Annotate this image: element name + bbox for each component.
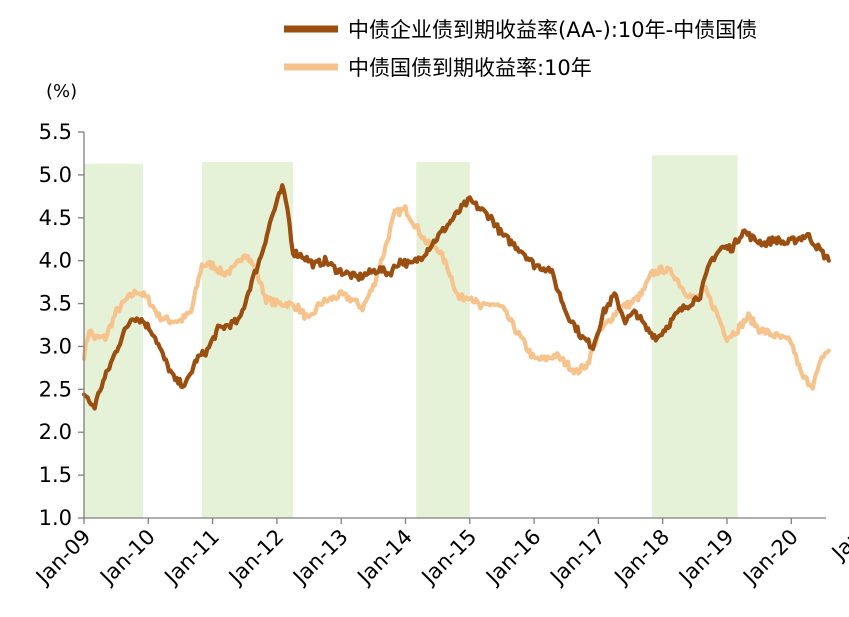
y-tick-label: 4.0 — [39, 249, 72, 273]
x-tick-label: Jan-18 — [609, 525, 675, 591]
x-tick-label: Jan-16 — [480, 525, 546, 591]
shaded-periods — [84, 155, 738, 518]
x-tick-label: Jan-19 — [673, 525, 739, 591]
y-tick-label: 2.5 — [39, 377, 72, 401]
x-tick-label: Jan-15 — [416, 525, 482, 591]
y-tick-label: 1.5 — [39, 463, 72, 487]
y-tick-label: 3.0 — [39, 334, 72, 358]
x-tick-label: Jan-12 — [223, 525, 289, 591]
x-axis: Jan-09 Jan-10 Jan-11 Jan-12 Jan-13 Jan-14 Jan-… — [30, 518, 849, 590]
shaded-period-2 — [201, 162, 293, 518]
x-tick-label: Jan-20 — [737, 525, 803, 591]
y-axis: 1.0 1.5 2.0 2.5 3.0 3.5 4.0 4.5 5.0 5.5 — [39, 120, 84, 530]
x-tick-label: Jan-09 — [30, 525, 96, 591]
legend-label-treasury-yield: 中债国债到期收益率:10年 — [348, 56, 592, 80]
y-tick-label: 5.5 — [39, 120, 72, 144]
y-axis-unit-label: (%) — [46, 81, 77, 102]
series-lines — [81, 183, 831, 411]
legend-label-corporate-spread: 中债企业债到期收益率(AA-):10年-中债国债 — [348, 18, 757, 42]
x-tick-label: Jan-13 — [287, 525, 353, 591]
shaded-period-3 — [416, 162, 470, 518]
shaded-period-1 — [84, 163, 143, 518]
legend: 中债企业债到期收益率(AA-):10年-中债国债 中债国债到期收益率:10年 — [284, 18, 757, 80]
x-tick-label: Jan-10 — [94, 525, 160, 591]
x-tick-label: Jan — [826, 525, 849, 566]
series-line-corporate-spread — [81, 183, 831, 411]
y-tick-label: 5.0 — [39, 163, 72, 187]
y-tick-label: 2.0 — [39, 420, 72, 444]
y-tick-label: 1.0 — [39, 506, 72, 530]
y-tick-label: 3.5 — [39, 292, 72, 316]
y-tick-label: 4.5 — [39, 206, 72, 230]
x-tick-label: Jan-11 — [159, 525, 225, 591]
x-tick-label: Jan-17 — [544, 525, 610, 591]
x-tick-label: Jan-14 — [352, 525, 418, 591]
series-line-treasury-yield — [81, 204, 831, 391]
